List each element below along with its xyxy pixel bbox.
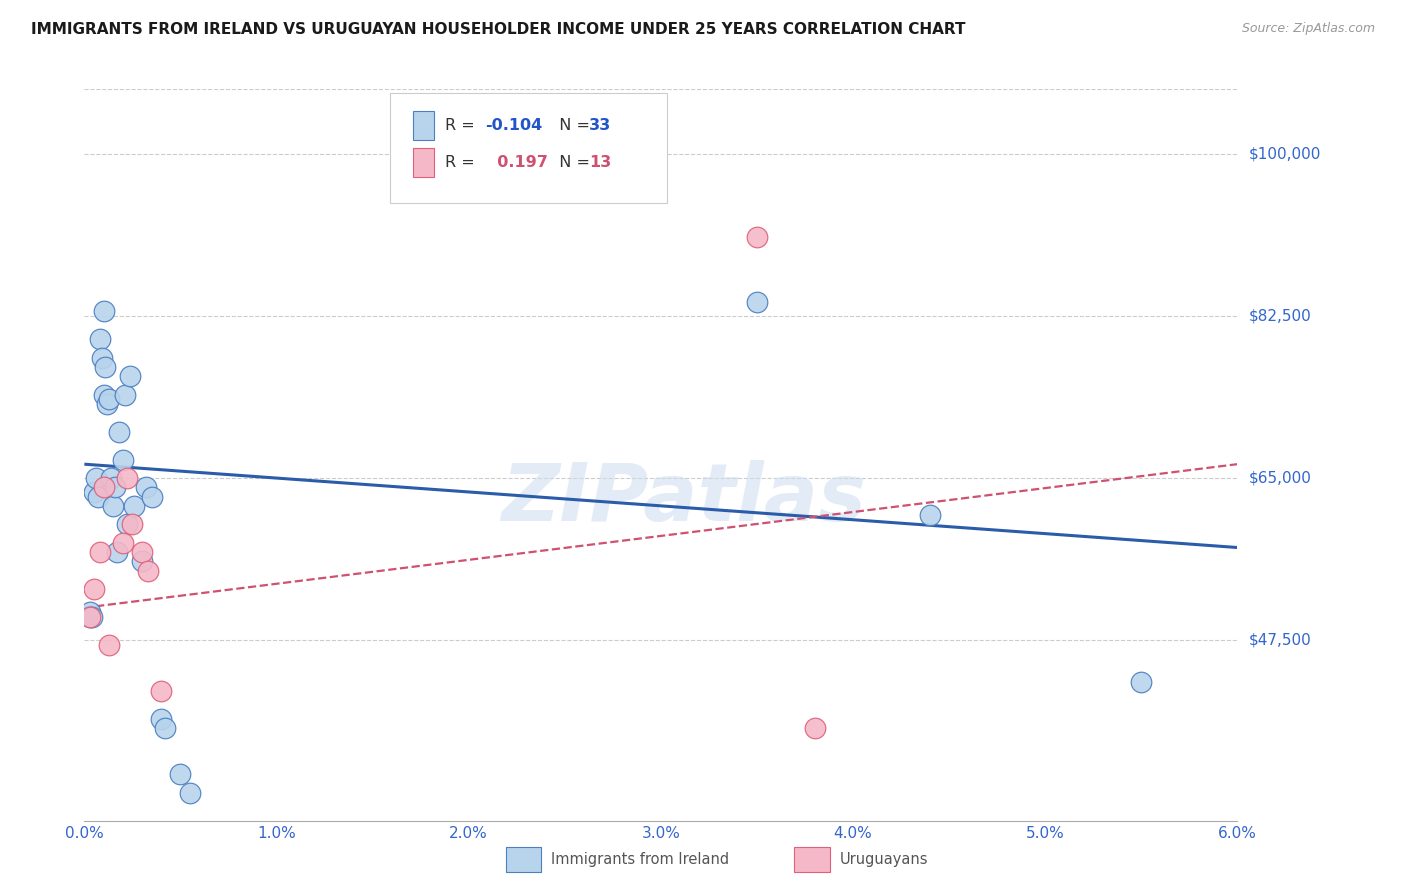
Text: $100,000: $100,000 <box>1249 146 1320 161</box>
Point <box>179 786 201 800</box>
Text: $82,500: $82,500 <box>1249 309 1312 324</box>
Text: 13: 13 <box>589 155 612 169</box>
Text: -0.104: -0.104 <box>485 119 543 133</box>
Point <box>745 230 768 244</box>
Point <box>120 369 142 384</box>
Point <box>153 721 176 735</box>
Point <box>93 388 115 402</box>
Text: N =: N = <box>548 119 595 133</box>
Point <box>84 471 107 485</box>
Point <box>87 490 110 504</box>
Point <box>104 480 127 494</box>
Point <box>93 480 115 494</box>
Point <box>80 610 103 624</box>
Point <box>124 499 146 513</box>
Text: $47,500: $47,500 <box>1249 632 1312 648</box>
Text: R =: R = <box>446 155 479 169</box>
Point <box>89 545 111 559</box>
Text: Source: ZipAtlas.com: Source: ZipAtlas.com <box>1241 22 1375 36</box>
Point <box>103 499 124 513</box>
Point <box>131 554 153 568</box>
Point <box>1130 674 1153 689</box>
Point <box>150 712 173 726</box>
Text: N =: N = <box>548 155 595 169</box>
Text: R =: R = <box>446 119 479 133</box>
Point <box>115 517 138 532</box>
Point <box>150 684 173 698</box>
Point <box>96 397 118 411</box>
Point <box>94 359 117 374</box>
Text: Immigrants from Ireland: Immigrants from Ireland <box>551 853 730 867</box>
Point <box>108 425 131 439</box>
Point <box>90 351 112 365</box>
FancyBboxPatch shape <box>389 93 666 202</box>
Point <box>111 536 134 550</box>
Point <box>121 517 143 532</box>
Point <box>111 452 134 467</box>
FancyBboxPatch shape <box>506 847 541 872</box>
Point <box>93 304 115 318</box>
Point <box>745 295 768 310</box>
Point <box>141 490 163 504</box>
Point <box>115 471 138 485</box>
Point <box>98 638 121 652</box>
FancyBboxPatch shape <box>413 112 433 140</box>
Point <box>131 545 153 559</box>
Text: 0.197: 0.197 <box>485 155 547 169</box>
Point <box>98 392 121 407</box>
Point <box>136 564 159 578</box>
Point <box>114 388 136 402</box>
Point <box>79 610 101 624</box>
Point <box>105 545 128 559</box>
Point <box>169 767 191 781</box>
Point <box>79 605 101 619</box>
FancyBboxPatch shape <box>794 847 830 872</box>
FancyBboxPatch shape <box>413 148 433 177</box>
Point <box>83 582 105 597</box>
Text: ZIPatlas: ZIPatlas <box>502 459 866 538</box>
Point <box>918 508 941 522</box>
Point <box>803 721 825 735</box>
Point <box>100 471 122 485</box>
Point <box>79 610 101 624</box>
Text: IMMIGRANTS FROM IRELAND VS URUGUAYAN HOUSEHOLDER INCOME UNDER 25 YEARS CORRELATI: IMMIGRANTS FROM IRELAND VS URUGUAYAN HOU… <box>31 22 966 37</box>
Text: $65,000: $65,000 <box>1249 471 1312 485</box>
Text: 33: 33 <box>589 119 612 133</box>
Point <box>83 485 105 500</box>
Point <box>135 480 157 494</box>
Point <box>89 332 111 346</box>
Text: Uruguayans: Uruguayans <box>839 853 928 867</box>
